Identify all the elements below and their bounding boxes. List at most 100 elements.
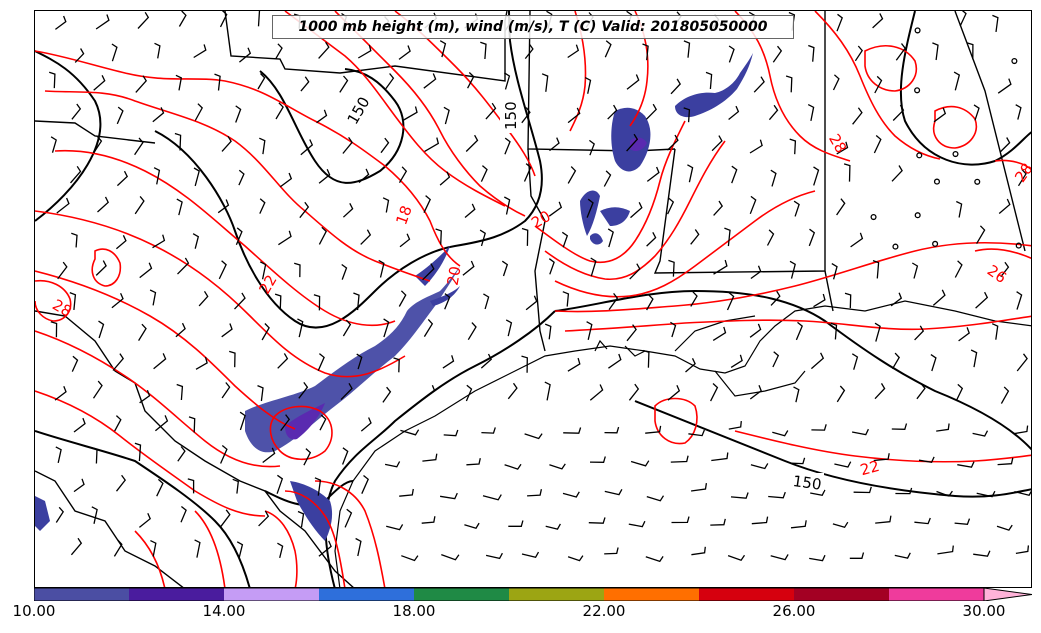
wind-barb-icon <box>355 537 362 557</box>
wind-barb-icon <box>115 235 127 250</box>
wind-barb-icon <box>111 43 118 62</box>
wind-barb-icon <box>176 198 183 216</box>
wind-barb-icon <box>280 414 291 431</box>
wind-barb-icon <box>932 42 939 61</box>
wind-barb-icon <box>353 292 360 311</box>
wind-barb-icon <box>831 263 838 280</box>
wind-barb-icon <box>793 386 800 403</box>
wind-barb-icon <box>749 384 762 400</box>
map-panel: 150 150 150 18 20 20 22 22 26 28 28 28 <box>34 10 1032 588</box>
wind-barb-icon <box>257 385 264 402</box>
wind-barb-icon <box>795 321 803 341</box>
wind-barb-icon <box>521 227 529 246</box>
temperature-label: 22 <box>858 457 881 479</box>
temperature-label: 28 <box>825 131 850 157</box>
wind-barb-icon <box>424 137 440 152</box>
wind-barb-icon <box>1014 490 1031 496</box>
temperature-label: 22 <box>255 272 280 298</box>
wind-barb-icon <box>360 417 372 432</box>
wind-barb-icon <box>549 463 566 470</box>
calm-wind-circles <box>870 27 1022 250</box>
wind-barb-icon <box>258 510 270 527</box>
wind-barb-icon <box>851 428 869 436</box>
wind-barb-icon <box>953 71 961 91</box>
wind-barb-icon <box>999 137 1011 153</box>
wind-barb-icon <box>93 136 103 154</box>
wind-barb-icon <box>713 259 728 275</box>
wind-barb-icon <box>955 383 964 401</box>
wind-barb-icon <box>398 290 407 307</box>
wind-barb-icon <box>385 73 395 89</box>
wind-barb-icon <box>749 195 757 215</box>
calm-wind-circle-icon <box>974 178 981 185</box>
wind-barb-icon <box>57 261 68 280</box>
wind-barb-icon <box>111 292 124 309</box>
wind-barb-icon <box>503 196 511 215</box>
wind-barb-icon <box>71 103 82 120</box>
wind-barb-icon <box>156 478 164 497</box>
wind-barb-icon <box>608 353 622 369</box>
wind-barb-icon <box>92 380 103 399</box>
wind-barb-icon <box>50 136 57 153</box>
wind-barb-icon <box>435 228 442 245</box>
wind-barb-icon <box>383 318 390 338</box>
wind-barb-icon <box>393 357 400 373</box>
wind-barb-icon <box>768 491 786 499</box>
wind-barb-icon <box>589 456 606 463</box>
height-label: 150 <box>792 472 823 494</box>
wind-barb-icon <box>836 141 849 155</box>
colorbar-tick-label: 14.00 <box>202 602 246 620</box>
wind-barb-icon <box>562 491 580 498</box>
wind-barb-icon <box>466 458 481 466</box>
wind-barb-icon <box>279 172 293 188</box>
wind-barb-icon <box>809 554 826 562</box>
wind-barb-icon <box>482 494 502 501</box>
wind-barb-icon <box>153 167 161 185</box>
wind-barb-icon <box>1015 545 1030 555</box>
wind-barb-icon <box>262 447 276 464</box>
wind-barb-icon <box>465 134 479 152</box>
wind-barb-icon <box>219 11 228 28</box>
temperature-label: 18 <box>392 203 415 227</box>
wind-barb-icon <box>810 489 826 497</box>
wind-barb-icon <box>996 524 1013 531</box>
wind-barb-icon <box>875 515 892 524</box>
wind-barb-icon <box>152 234 166 249</box>
wind-barb-icon <box>480 353 493 369</box>
wind-barb-icon <box>731 165 738 184</box>
wind-barb-icon <box>481 427 496 434</box>
wind-barb-icon <box>972 430 989 437</box>
wind-barb-icon <box>891 352 901 370</box>
wind-barb-icon <box>992 14 999 32</box>
wind-barb-icon <box>959 11 967 27</box>
wind-barb-icon <box>525 295 538 311</box>
wind-barb-icon <box>604 547 619 555</box>
wind-barb-icon <box>139 389 151 404</box>
wind-barb-icon <box>69 291 77 310</box>
wind-barb-icon <box>70 165 82 184</box>
wind-barb-icon <box>73 478 85 493</box>
wind-barb-icon <box>277 542 284 559</box>
wind-barb-icon <box>836 13 843 32</box>
wind-barb-icon <box>626 133 639 152</box>
wind-barb-icon <box>548 258 555 275</box>
wind-barb-icon <box>501 260 509 277</box>
wind-barb-icon <box>567 357 581 372</box>
wind-barb-icon <box>1013 425 1029 435</box>
wind-barb-icon <box>711 452 729 462</box>
wind-barb-icon <box>852 107 863 125</box>
wind-barb-icon <box>342 137 353 154</box>
wind-barb-icon <box>749 139 763 154</box>
wind-barb-icon <box>318 41 330 59</box>
wind-barb-icon <box>297 318 304 338</box>
wind-barb-icon <box>236 541 244 558</box>
wind-barb-icon <box>54 385 67 401</box>
wind-barb-icon <box>751 516 769 525</box>
wind-barb-icon <box>807 104 815 122</box>
wind-barb-icon <box>238 47 252 63</box>
calm-wind-circle-icon <box>932 240 939 247</box>
wind-barb-icon <box>541 73 549 92</box>
colorbar-cell <box>34 588 129 601</box>
wind-barb-icon <box>642 43 649 61</box>
wind-barb-icon <box>91 446 98 464</box>
